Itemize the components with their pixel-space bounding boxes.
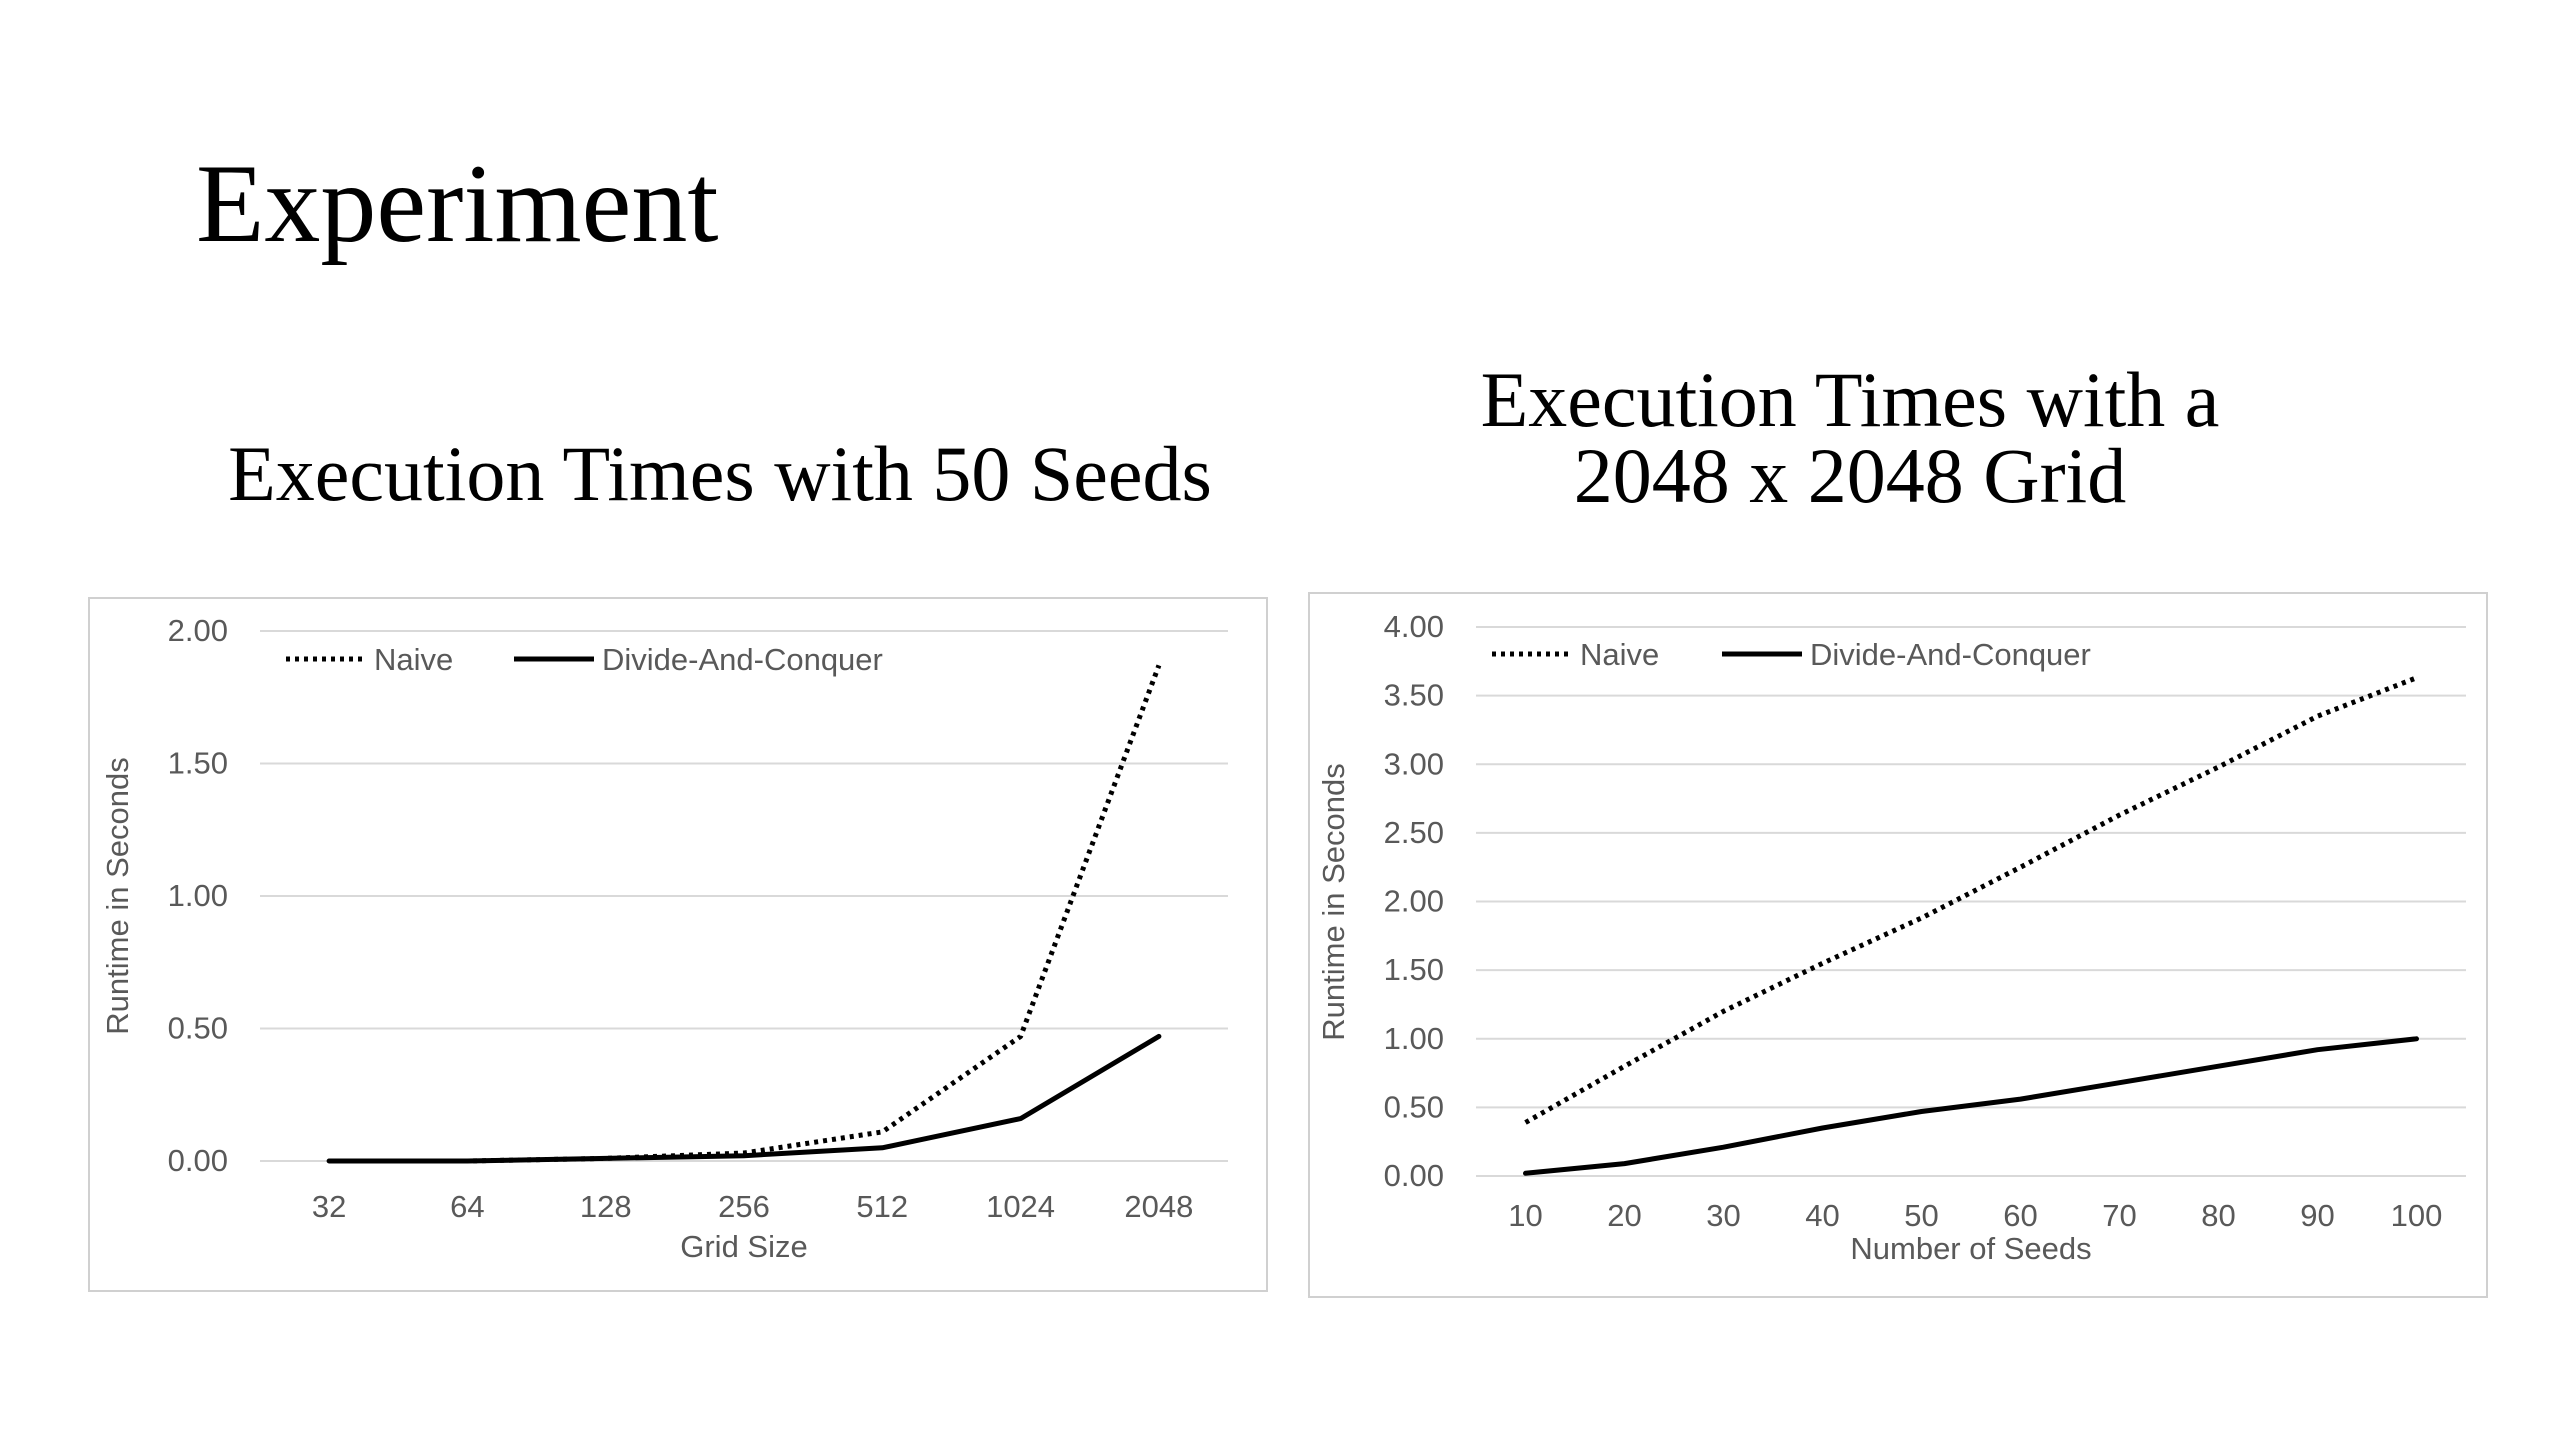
data-point-naive xyxy=(1821,962,1824,965)
data-point-divide-and-conquer xyxy=(1623,1162,1626,1165)
data-point-naive xyxy=(881,1130,884,1133)
data-point-divide-and-conquer xyxy=(604,1157,607,1160)
y-axis-label: Runtime in Seconds xyxy=(100,757,135,1034)
legend-label: Naive xyxy=(1580,637,1659,672)
y-tick-label: 0.50 xyxy=(1384,1089,1444,1124)
slide-title: Experiment xyxy=(196,142,719,266)
data-point-naive xyxy=(1524,1121,1527,1124)
data-point-divide-and-conquer xyxy=(743,1154,746,1157)
x-tick-label: 1024 xyxy=(986,1189,1055,1224)
x-tick-label: 30 xyxy=(1706,1198,1740,1233)
x-tick-label: 64 xyxy=(450,1189,484,1224)
data-point-divide-and-conquer xyxy=(1920,1110,1923,1113)
series-line-divide-and-conquer xyxy=(326,1033,1162,1164)
data-point-naive xyxy=(2415,676,2418,679)
y-tick-label: 3.00 xyxy=(1384,746,1444,781)
chart-heading-line: 2048 x 2048 Grid xyxy=(1573,432,2127,519)
y-tick-label: 2.50 xyxy=(1384,815,1444,850)
x-tick-label: 10 xyxy=(1508,1198,1542,1233)
x-axis-label: Number of Seeds xyxy=(1850,1231,2091,1266)
chart-seeds-svg: 0.00 0.50 1.00 1.50 2.00 2.50 3.00 3.50 4.00 10 20… xyxy=(1316,609,2466,1266)
x-tick-label: 50 xyxy=(1904,1198,1938,1233)
data-point-divide-and-conquer xyxy=(328,1160,331,1163)
x-tick-label: 256 xyxy=(718,1189,770,1224)
y-tick-label: 0.00 xyxy=(1384,1158,1444,1193)
data-point-divide-and-conquer xyxy=(1722,1146,1725,1149)
data-point-naive xyxy=(2316,715,2319,718)
x-tick-label: 512 xyxy=(856,1189,908,1224)
y-tick-label: 1.00 xyxy=(168,878,228,913)
x-tick-label: 32 xyxy=(312,1189,346,1224)
x-axis-label: Grid Size xyxy=(680,1229,807,1264)
y-tick-label: 1.50 xyxy=(168,746,228,781)
data-point-naive xyxy=(1623,1065,1626,1068)
chart-grid-size: 0.00 0.50 1.00 1.50 2.00 32 64 128 256 512 1024 204… xyxy=(88,597,1268,1292)
data-point-naive xyxy=(1920,916,1923,919)
x-tick-label: 80 xyxy=(2201,1198,2235,1233)
data-point-naive xyxy=(1722,1010,1725,1013)
y-tick-label: 1.50 xyxy=(1384,952,1444,987)
series-line-naive xyxy=(329,664,1162,1164)
data-point-naive xyxy=(2217,765,2220,768)
data-point-divide-and-conquer xyxy=(2217,1065,2220,1068)
chart-heading-line: Execution Times with 50 Seeds xyxy=(228,430,1212,517)
x-tick-label: 20 xyxy=(1607,1198,1641,1233)
data-point-divide-and-conquer xyxy=(2118,1081,2121,1084)
y-tick-label: 2.00 xyxy=(1384,884,1444,919)
x-tick-label: 90 xyxy=(2300,1198,2334,1233)
data-point-naive xyxy=(2118,814,2121,817)
y-tick-label: 4.00 xyxy=(1384,609,1444,644)
data-point-naive xyxy=(1157,664,1160,667)
chart-heading-line: Execution Times with a xyxy=(1480,356,2220,443)
legend-label: Divide-And-Conquer xyxy=(602,642,883,677)
y-tick-label: 0.00 xyxy=(168,1143,228,1178)
chart-heading-grid-size: Execution Times with 50 Seeds xyxy=(90,430,1350,517)
y-tick-label: 0.50 xyxy=(168,1011,228,1046)
chart-seeds: 0.00 0.50 1.00 1.50 2.00 2.50 3.00 3.50 4.00 10 20… xyxy=(1308,592,2488,1298)
data-point-naive xyxy=(1019,1035,1022,1038)
x-tick-label: 128 xyxy=(580,1189,632,1224)
data-point-divide-and-conquer xyxy=(466,1160,469,1163)
data-point-divide-and-conquer xyxy=(1821,1126,1824,1129)
data-point-divide-and-conquer xyxy=(2415,1037,2418,1040)
data-point-divide-and-conquer xyxy=(2316,1048,2319,1051)
legend-label: Divide-And-Conquer xyxy=(1810,637,2091,672)
x-tick-label: 60 xyxy=(2003,1198,2037,1233)
x-tick-label: 2048 xyxy=(1124,1189,1193,1224)
x-tick-label: 70 xyxy=(2102,1198,2136,1233)
data-point-divide-and-conquer xyxy=(1019,1117,1022,1120)
y-tick-label: 2.00 xyxy=(168,613,228,648)
series-line-divide-and-conquer xyxy=(1523,1036,2419,1176)
data-point-divide-and-conquer xyxy=(2019,1098,2022,1101)
y-tick-label: 1.00 xyxy=(1384,1021,1444,1056)
legend-label: Naive xyxy=(374,642,453,677)
chart-grid-size-svg: 0.00 0.50 1.00 1.50 2.00 32 64 128 256 512 1024 204… xyxy=(100,613,1228,1264)
x-tick-label: 100 xyxy=(2391,1198,2443,1233)
data-point-naive xyxy=(2019,866,2022,869)
x-tick-label: 40 xyxy=(1805,1198,1839,1233)
data-point-divide-and-conquer xyxy=(1524,1172,1527,1175)
chart-heading-seeds: Execution Times with a 2048 x 2048 Grid xyxy=(1300,356,2400,519)
data-point-divide-and-conquer xyxy=(881,1146,884,1149)
y-axis-label: Runtime in Seconds xyxy=(1316,763,1351,1040)
y-tick-label: 3.50 xyxy=(1384,678,1444,713)
data-point-divide-and-conquer xyxy=(1157,1035,1160,1038)
